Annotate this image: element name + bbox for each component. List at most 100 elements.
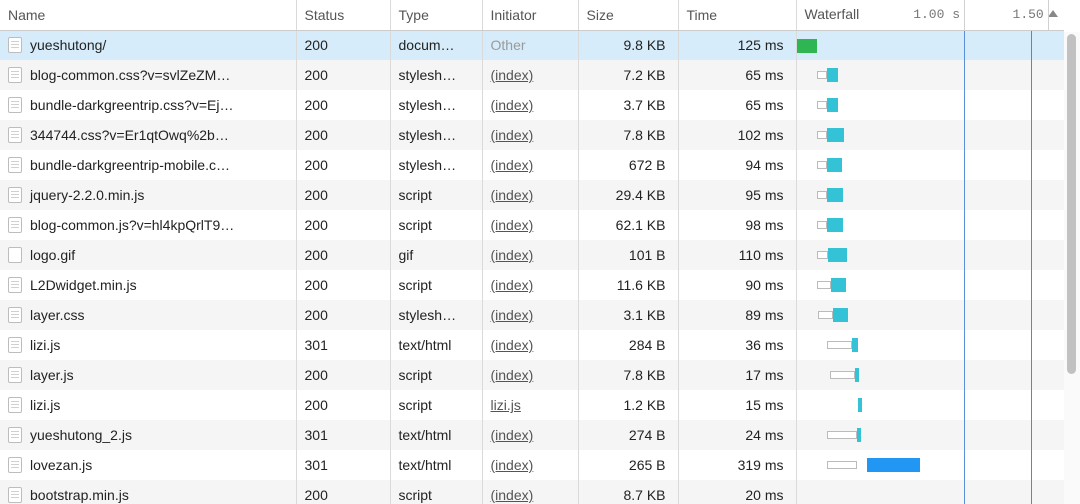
cell-size: 62.1 KB — [578, 210, 678, 240]
table-row[interactable]: yueshutong_2.js301text/html(index)274 B2… — [0, 420, 1064, 450]
initiator-link[interactable]: (index) — [491, 97, 534, 113]
cell-initiator[interactable]: (index) — [482, 210, 578, 240]
cell-name[interactable]: L2Dwidget.min.js — [0, 270, 296, 300]
initiator-link[interactable]: (index) — [491, 127, 534, 143]
cell-size: 7.2 KB — [578, 60, 678, 90]
cell-time: 102 ms — [678, 120, 796, 150]
initiator-link[interactable]: lizi.js — [491, 397, 521, 413]
cell-initiator[interactable]: (index) — [482, 60, 578, 90]
cell-type: script — [390, 390, 482, 420]
cell-name[interactable]: bundle-darkgreentrip.css?v=Ej… — [0, 90, 296, 120]
col-initiator[interactable]: Initiator — [482, 0, 578, 30]
cell-name[interactable]: jquery-2.2.0.min.js — [0, 180, 296, 210]
col-type[interactable]: Type — [390, 0, 482, 30]
col-time[interactable]: Time — [678, 0, 796, 30]
cell-waterfall — [796, 420, 1064, 450]
cell-type: stylesh… — [390, 60, 482, 90]
cell-initiator[interactable]: (index) — [482, 360, 578, 390]
table-row[interactable]: lovezan.js301text/html(index)265 B319 ms — [0, 450, 1064, 480]
cell-name[interactable]: bootstrap.min.js — [0, 480, 296, 504]
cell-name[interactable]: layer.js — [0, 360, 296, 390]
initiator-link[interactable]: (index) — [491, 157, 534, 173]
cell-initiator[interactable]: (index) — [482, 270, 578, 300]
cell-name[interactable]: lovezan.js — [0, 450, 296, 480]
initiator-link[interactable]: (index) — [491, 67, 534, 83]
cell-name[interactable]: 344744.css?v=Er1qtOwq%2b… — [0, 120, 296, 150]
initiator-link[interactable]: (index) — [491, 247, 534, 263]
scrollbar-thumb[interactable] — [1067, 34, 1076, 374]
table-row[interactable]: jquery-2.2.0.min.js200script(index)29.4 … — [0, 180, 1064, 210]
cell-name[interactable]: logo.gif — [0, 240, 296, 270]
cell-initiator[interactable]: (index) — [482, 300, 578, 330]
document-file-icon — [8, 157, 22, 173]
cell-initiator[interactable]: (index) — [482, 420, 578, 450]
initiator-link[interactable]: (index) — [491, 307, 534, 323]
waterfall-tick-label: 1.50 — [1013, 7, 1048, 22]
cell-initiator[interactable]: Other — [482, 30, 578, 60]
cell-initiator[interactable]: (index) — [482, 330, 578, 360]
col-size[interactable]: Size — [578, 0, 678, 30]
table-row[interactable]: lizi.js301text/html(index)284 B36 ms — [0, 330, 1064, 360]
initiator-link[interactable]: (index) — [491, 367, 534, 383]
cell-initiator[interactable]: lizi.js — [482, 390, 578, 420]
cell-time: 90 ms — [678, 270, 796, 300]
table-row[interactable]: logo.gif200gif(index)101 B110 ms — [0, 240, 1064, 270]
initiator-link[interactable]: (index) — [491, 217, 534, 233]
initiator-other: Other — [491, 37, 526, 53]
cell-name[interactable]: blog-common.css?v=svlZeZM… — [0, 60, 296, 90]
cell-name[interactable]: lizi.js — [0, 390, 296, 420]
cell-time: 98 ms — [678, 210, 796, 240]
initiator-link[interactable]: (index) — [491, 427, 534, 443]
file-name: layer.css — [30, 307, 84, 323]
document-file-icon — [8, 427, 22, 443]
table-row[interactable]: blog-common.js?v=hl4kpQrlT9…200script(in… — [0, 210, 1064, 240]
cell-name[interactable]: lizi.js — [0, 330, 296, 360]
scrollbar-track[interactable] — [1064, 32, 1080, 504]
col-waterfall[interactable]: Waterfall 1.00 s1.50 — [796, 0, 1064, 30]
cell-name[interactable]: yueshutong_2.js — [0, 420, 296, 450]
cell-waterfall — [796, 390, 1064, 420]
cell-initiator[interactable]: (index) — [482, 480, 578, 504]
initiator-link[interactable]: (index) — [491, 457, 534, 473]
cell-name[interactable]: yueshutong/ — [0, 30, 296, 60]
file-name: yueshutong/ — [30, 37, 106, 53]
table-row[interactable]: layer.js200script(index)7.8 KB17 ms — [0, 360, 1064, 390]
cell-initiator[interactable]: (index) — [482, 150, 578, 180]
table-row[interactable]: lizi.js200scriptlizi.js1.2 KB15 ms — [0, 390, 1064, 420]
file-name: logo.gif — [30, 247, 75, 263]
table-row[interactable]: 344744.css?v=Er1qtOwq%2b…200stylesh…(ind… — [0, 120, 1064, 150]
cell-name[interactable]: blog-common.js?v=hl4kpQrlT9… — [0, 210, 296, 240]
cell-initiator[interactable]: (index) — [482, 120, 578, 150]
cell-initiator[interactable]: (index) — [482, 240, 578, 270]
document-file-icon — [8, 337, 22, 353]
cell-size: 9.8 KB — [578, 30, 678, 60]
table-row[interactable]: L2Dwidget.min.js200script(index)11.6 KB9… — [0, 270, 1064, 300]
cell-initiator[interactable]: (index) — [482, 90, 578, 120]
cell-waterfall — [796, 60, 1064, 90]
cell-size: 7.8 KB — [578, 360, 678, 390]
table-row[interactable]: bootstrap.min.js200script(index)8.7 KB20… — [0, 480, 1064, 504]
table-row[interactable]: bundle-darkgreentrip.css?v=Ej…200stylesh… — [0, 90, 1064, 120]
initiator-link[interactable]: (index) — [491, 337, 534, 353]
table-row[interactable]: yueshutong/200docum…Other9.8 KB125 ms — [0, 30, 1064, 60]
cell-initiator[interactable]: (index) — [482, 180, 578, 210]
cell-type: docum… — [390, 30, 482, 60]
file-name: layer.js — [30, 367, 74, 383]
cell-type: text/html — [390, 450, 482, 480]
table-row[interactable]: bundle-darkgreentrip-mobile.c…200stylesh… — [0, 150, 1064, 180]
initiator-link[interactable]: (index) — [491, 277, 534, 293]
col-name[interactable]: Name — [0, 0, 296, 30]
col-status[interactable]: Status — [296, 0, 390, 30]
cell-initiator[interactable]: (index) — [482, 450, 578, 480]
file-name: lizi.js — [30, 337, 60, 353]
waterfall-wait-bar — [818, 311, 833, 319]
cell-name[interactable]: bundle-darkgreentrip-mobile.c… — [0, 150, 296, 180]
cell-status: 200 — [296, 300, 390, 330]
cell-name[interactable]: layer.css — [0, 300, 296, 330]
table-row[interactable]: blog-common.css?v=svlZeZM…200stylesh…(in… — [0, 60, 1064, 90]
table-row[interactable]: layer.css200stylesh…(index)3.1 KB89 ms — [0, 300, 1064, 330]
initiator-link[interactable]: (index) — [491, 187, 534, 203]
cell-waterfall — [796, 330, 1064, 360]
cell-waterfall — [796, 270, 1064, 300]
initiator-link[interactable]: (index) — [491, 487, 534, 503]
